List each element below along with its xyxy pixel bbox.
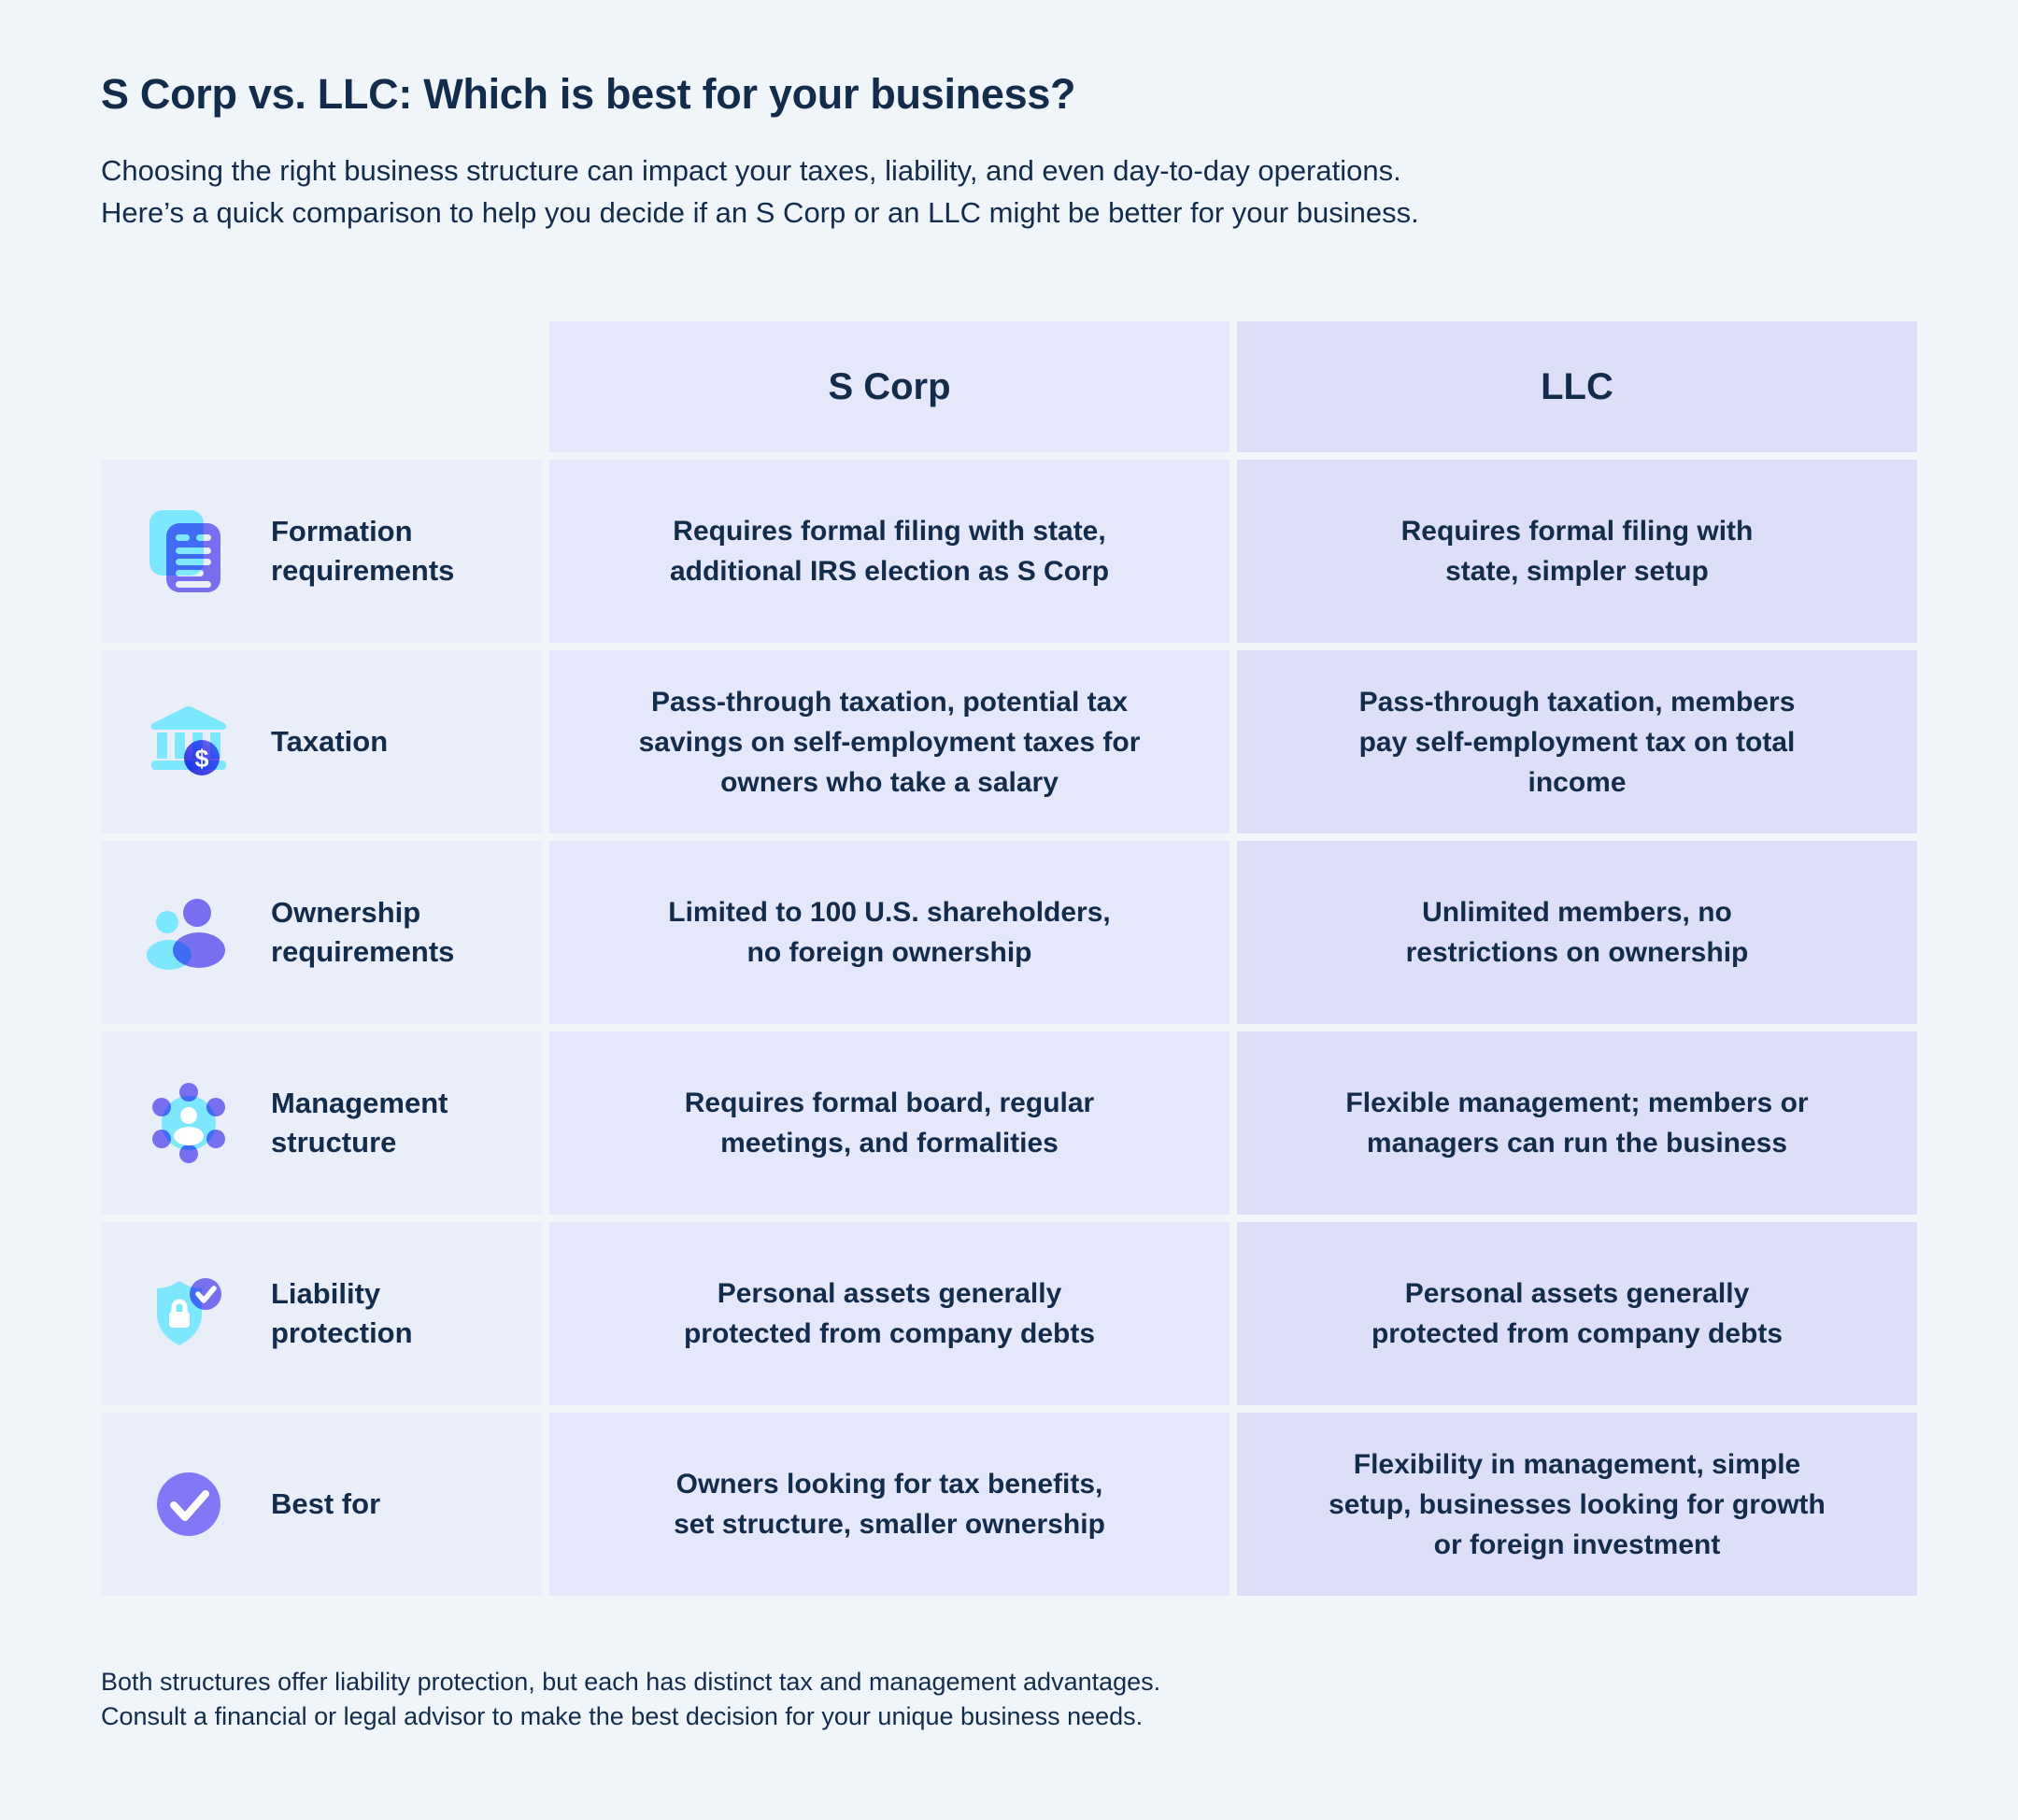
row-label-text: Ownership requirements: [271, 896, 455, 968]
row-label-management: Management structure: [101, 1031, 542, 1215]
column-header-scorp: S Corp: [549, 321, 1229, 452]
row-label-liability: Liability protection: [101, 1222, 542, 1405]
shield-check-icon: [144, 1269, 234, 1358]
column-header-llc: LLC: [1237, 321, 1917, 452]
cell-formation-llc: Requires formal filing with state, simpl…: [1237, 460, 1917, 643]
row-label-taxation: $ Taxation: [101, 650, 542, 833]
row-label-text: Best for: [271, 1487, 381, 1520]
row-label-bestfor: Best for: [101, 1413, 542, 1596]
footnote: Both structures offer liability protecti…: [101, 1668, 1161, 1730]
row-label-text: Liability protection: [271, 1277, 413, 1349]
intro-text: Choosing the right business structure ca…: [101, 154, 1419, 229]
cell-formation-scorp: Requires formal filing with state, addit…: [549, 460, 1229, 643]
page-title: S Corp vs. LLC: Which is best for your b…: [101, 70, 1076, 118]
people-icon: [144, 888, 234, 977]
cell-ownership-scorp: Limited to 100 U.S. shareholders, no for…: [549, 841, 1229, 1024]
cell-taxation-scorp: Pass-through taxation, potential tax sav…: [549, 650, 1229, 833]
comparison-table: S Corp LLC Formation re: [101, 321, 1917, 1596]
cell-liability-scorp: Personal assets generally protected from…: [549, 1222, 1229, 1405]
documents-icon: [144, 506, 234, 596]
infographic: S Corp vs. LLC: Which is best for your b…: [101, 70, 1917, 1730]
row-label-text: Formation requirements: [271, 515, 455, 587]
row-label-ownership: Ownership requirements: [101, 841, 542, 1024]
cell-ownership-llc: Unlimited members, no restrictions on ow…: [1237, 841, 1917, 1024]
cell-bestfor-llc: Flexibility in management, simple setup,…: [1237, 1413, 1917, 1596]
row-label-text: Taxation: [271, 725, 389, 758]
table-corner-spacer: [101, 321, 542, 452]
check-circle-icon: [144, 1459, 234, 1549]
person-network-icon: [144, 1078, 234, 1168]
bank-dollar-icon: $: [144, 697, 234, 787]
cell-liability-llc: Personal assets generally protected from…: [1237, 1222, 1917, 1405]
cell-management-llc: Flexible management; members or managers…: [1237, 1031, 1917, 1215]
cell-bestfor-scorp: Owners looking for tax benefits, set str…: [549, 1413, 1229, 1596]
cell-taxation-llc: Pass-through taxation, members pay self-…: [1237, 650, 1917, 833]
cell-management-scorp: Requires formal board, regular meetings,…: [549, 1031, 1229, 1215]
row-label-formation: Formation requirements: [101, 460, 542, 643]
dollar-glyph: $: [194, 745, 208, 773]
row-label-text: Management structure: [271, 1087, 448, 1159]
